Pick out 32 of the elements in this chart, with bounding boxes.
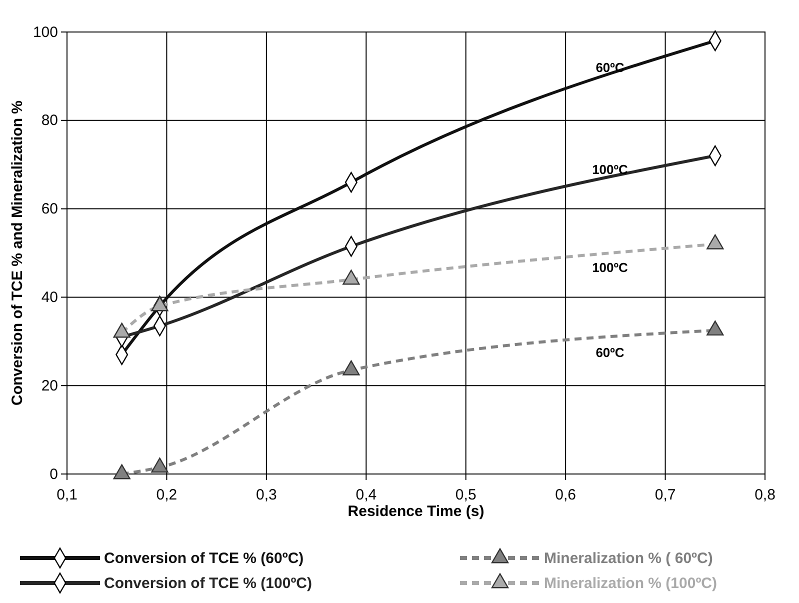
x-tick-label: 0,3	[256, 486, 277, 504]
annotation: 100ºC	[592, 162, 629, 177]
annotation: 60ºC	[596, 60, 625, 75]
annotation: 100ºC	[592, 260, 629, 275]
point	[706, 234, 724, 250]
y-tick-label: 20	[41, 377, 58, 394]
point	[151, 296, 168, 312]
point	[706, 320, 724, 336]
y-tick-label: 60	[41, 200, 58, 218]
point	[342, 360, 360, 376]
y-tick-label: 100	[32, 24, 58, 41]
point	[342, 270, 360, 285]
point	[113, 464, 130, 480]
x-axis-title: Residence Time (s)	[348, 503, 484, 520]
text: Conversion of TCE % (100ºC)	[104, 575, 312, 592]
y-tick-label: 80	[41, 112, 58, 130]
x-tick-label: 0,1	[56, 486, 78, 504]
x-tick-label: 0,6	[555, 486, 576, 504]
point	[113, 322, 130, 338]
x-tick-label: 0,8	[754, 486, 776, 504]
y-tick-label: 40	[41, 289, 58, 306]
text: Conversion of TCE % (60ºC)	[104, 550, 304, 567]
text: Mineralization % ( 60ºC)	[544, 550, 713, 567]
y-axis-title: Conversion of TCE % and Mineralization %	[9, 100, 26, 406]
x-tick-label: 0,2	[156, 486, 178, 504]
annotation: 60ºC	[596, 345, 625, 360]
text: Mineralization % (100ºC)	[544, 575, 718, 592]
x-tick-label: 0,4	[356, 486, 377, 504]
y-tick-label: 0	[50, 466, 58, 483]
x-tick-label: 0,5	[455, 486, 476, 504]
x-tick-label: 0,7	[654, 486, 676, 504]
point	[151, 458, 168, 473]
